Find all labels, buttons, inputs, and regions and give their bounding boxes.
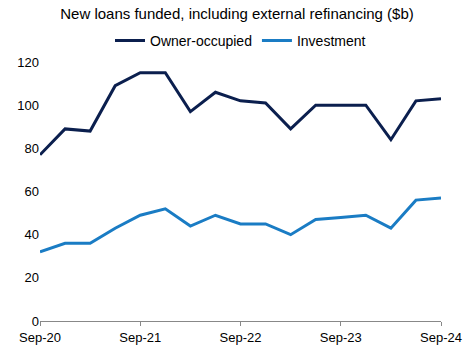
svg-text:Investment: Investment (297, 33, 366, 49)
svg-text:Sep-23: Sep-23 (320, 330, 362, 345)
svg-text:20: 20 (25, 270, 39, 285)
svg-text:40: 40 (25, 227, 39, 242)
svg-text:New loans funded, including ex: New loans funded, including external ref… (60, 5, 414, 22)
svg-text:0: 0 (32, 314, 39, 329)
svg-text:100: 100 (17, 98, 39, 113)
svg-text:120: 120 (17, 55, 39, 70)
svg-text:80: 80 (25, 141, 39, 156)
svg-text:Sep-22: Sep-22 (220, 330, 262, 345)
svg-text:Sep-24: Sep-24 (420, 330, 462, 345)
svg-text:Sep-20: Sep-20 (19, 330, 61, 345)
svg-text:Sep-21: Sep-21 (119, 330, 161, 345)
svg-text:60: 60 (25, 184, 39, 199)
svg-text:Owner-occupied: Owner-occupied (150, 33, 252, 49)
